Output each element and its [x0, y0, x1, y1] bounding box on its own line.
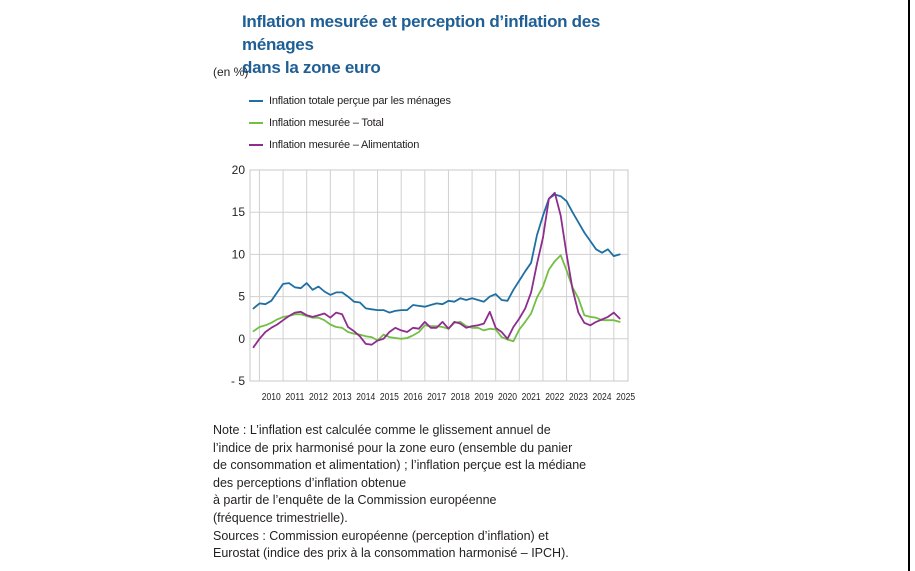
- note-line: à partir de l’enquête de la Commission e…: [213, 493, 497, 508]
- x-tick-label: 2020: [498, 392, 517, 403]
- x-tick-label: 2014: [356, 392, 375, 403]
- x-tick-label: 2023: [569, 392, 588, 403]
- x-tick-label: 2025: [616, 392, 635, 403]
- y-axis-unit-label: (en %): [213, 65, 249, 79]
- sources-line: Sources : Commission européenne (percept…: [213, 528, 549, 543]
- note-line: (fréquence trimestrielle).: [213, 510, 348, 525]
- y-tick-label: 0: [238, 332, 245, 346]
- image-right-border: [908, 0, 910, 571]
- y-tick-label: 5: [238, 290, 245, 304]
- legend-item-total: Inflation mesurée – Total: [249, 112, 451, 134]
- legend-swatch-total: [249, 122, 263, 124]
- chart-title-line-1: Inflation mesurée et perception d’inflat…: [242, 12, 601, 54]
- x-tick-label: 2015: [380, 392, 399, 403]
- chart-title-line-2: dans la zone euro: [242, 58, 381, 77]
- x-tick-label: 2012: [309, 392, 328, 403]
- x-tick-label: 2024: [593, 392, 612, 403]
- series-line-1: [252, 193, 621, 314]
- legend-item-percue: Inflation totale perçue par les ménages: [249, 90, 451, 112]
- x-tick-label: 2013: [333, 392, 352, 403]
- y-tick-label: 15: [232, 205, 246, 219]
- note-line: de consommation et alimentation) ; l’inf…: [213, 458, 587, 473]
- legend-label-alimentation: Inflation mesurée – Alimentation: [269, 139, 420, 151]
- legend-label-percue: Inflation totale perçue par les ménages: [269, 95, 451, 107]
- legend-item-alimentation: Inflation mesurée – Alimentation: [249, 134, 451, 156]
- note-line: Note : L’inflation est calculée comme le…: [213, 423, 551, 437]
- y-tick-label: - 5: [231, 374, 245, 388]
- x-tick-label: 2018: [451, 392, 470, 403]
- x-tick-label: 2017: [427, 392, 446, 403]
- note-line: l’indice de prix harmonisé pour la zone …: [213, 440, 573, 455]
- x-tick-label: 2010: [262, 392, 281, 403]
- sources-line: Eurostat (indice des prix à la consommat…: [213, 546, 569, 561]
- note-line: des perceptions d’inflation obtenue: [213, 475, 407, 490]
- legend-label-total: Inflation mesurée – Total: [269, 117, 384, 129]
- x-tick-label: 2022: [545, 392, 564, 403]
- plot-frame: [249, 169, 629, 382]
- chart-note: Note : L’inflation est calculée comme le…: [213, 422, 683, 563]
- legend-swatch-percue: [249, 100, 263, 102]
- chart-legend: Inflation totale perçue par les ménages …: [249, 90, 451, 156]
- x-tick-label: 2021: [522, 392, 541, 403]
- chart-title: Inflation mesurée et perception d’inflat…: [242, 10, 642, 79]
- x-tick-label: 2011: [285, 392, 304, 403]
- series-line-3: [252, 191, 621, 349]
- x-tick-label: 2019: [474, 392, 493, 403]
- y-tick-label: 20: [232, 163, 246, 177]
- series-line-2: [252, 254, 621, 343]
- x-tick-label: 2016: [404, 392, 423, 403]
- y-tick-label: 10: [232, 247, 246, 261]
- legend-swatch-alimentation: [249, 144, 263, 146]
